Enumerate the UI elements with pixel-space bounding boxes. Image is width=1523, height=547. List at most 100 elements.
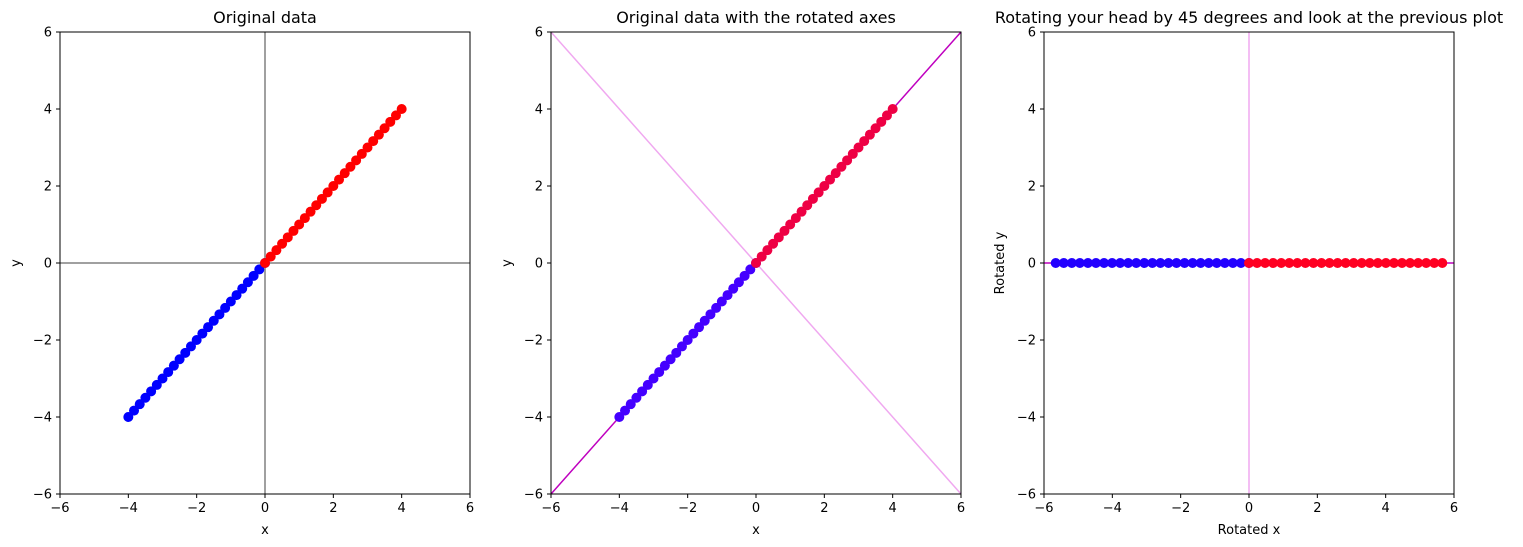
data-point-series-2 [305, 206, 316, 217]
data-point-series-1 [659, 360, 670, 371]
data-point-series-2 [299, 213, 310, 224]
data-point-series-1 [1203, 258, 1214, 268]
data-point-series-1 [1227, 258, 1238, 268]
data-point-series-1 [716, 296, 727, 307]
data-point-series-1 [1082, 258, 1093, 268]
data-point-series-2 [288, 225, 299, 236]
data-point-series-1 [1066, 258, 1077, 268]
data-point-series-2 [385, 116, 396, 127]
x-tick-label: −4 [1103, 501, 1122, 516]
data-point-series-2 [351, 155, 362, 166]
data-point-series-2 [277, 238, 288, 249]
data-point-series-1 [214, 309, 225, 320]
data-point-series-2 [362, 142, 373, 153]
data-point-series-2 [887, 104, 898, 114]
data-point-series-1 [1179, 258, 1190, 268]
y-tick-label: −4 [524, 411, 543, 426]
data-point-series-1 [231, 290, 242, 301]
data-point-series-2 [265, 251, 276, 262]
data-point-series-2 [790, 213, 801, 224]
data-point-series-2 [1284, 258, 1295, 268]
y-tick-label: 0 [1028, 257, 1036, 272]
data-point-series-2 [762, 245, 773, 256]
y-tick-label: −2 [33, 334, 52, 349]
data-point-series-1 [248, 270, 259, 281]
data-point-series-2 [1332, 258, 1343, 268]
data-point-series-2 [830, 168, 841, 179]
data-point-series-1 [1099, 258, 1110, 268]
data-point-series-1 [728, 283, 739, 294]
x-tick-label: 6 [1450, 501, 1458, 516]
data-point-series-2 [847, 148, 858, 159]
data-point-series-2 [1308, 258, 1319, 268]
data-point-series-1 [620, 405, 631, 416]
data-point-series-2 [1268, 258, 1279, 268]
data-point-series-2 [796, 206, 807, 217]
data-point-series-2 [1405, 258, 1416, 268]
data-point-series-2 [864, 129, 875, 140]
data-point-series-1 [151, 379, 162, 390]
x-tick-label: −6 [50, 501, 69, 516]
data-point-series-2 [836, 161, 847, 172]
data-point-series-1 [1187, 258, 1198, 268]
data-point-series-2 [756, 251, 767, 262]
data-point-series-2 [260, 258, 270, 268]
data-point-series-1 [682, 335, 693, 345]
y-tick-label: −4 [33, 411, 52, 426]
data-point-series-1 [237, 283, 248, 294]
data-point-series-2 [779, 225, 790, 236]
data-point-series-1 [208, 315, 219, 326]
data-point-series-1 [671, 347, 682, 358]
data-point-series-2 [1413, 258, 1424, 268]
y-tick-label: 6 [535, 26, 543, 41]
y-tick-label: 6 [1028, 26, 1036, 41]
data-point-series-2 [773, 232, 784, 243]
data-point-series-2 [311, 200, 322, 211]
data-point-series-1 [1090, 258, 1101, 268]
x-tick-label: 2 [820, 501, 828, 516]
data-point-series-2 [322, 187, 333, 198]
data-point-series-2 [396, 104, 407, 114]
data-point-series-1 [163, 367, 174, 378]
data-point-series-2 [1252, 258, 1263, 268]
data-point-series-2 [356, 148, 367, 159]
x-tick-label: 2 [1313, 501, 1321, 516]
data-point-series-1 [1195, 258, 1206, 268]
x-tick-label: −2 [187, 501, 206, 516]
data-point-series-2 [751, 258, 761, 268]
data-point-series-1 [642, 379, 653, 390]
data-point-series-2 [345, 161, 356, 172]
data-point-series-1 [705, 309, 716, 320]
data-point-series-1 [722, 290, 733, 301]
data-point-series-1 [1058, 258, 1069, 268]
data-point-series-1 [625, 399, 636, 410]
data-point-series-2 [1316, 258, 1327, 268]
data-point-series-1 [168, 360, 179, 371]
y-tick-label: −6 [1017, 488, 1036, 503]
x-axis-label: Rotated x [1218, 523, 1281, 538]
data-point-series-1 [665, 354, 676, 365]
chart-title: Original data with the rotated axes [616, 8, 896, 27]
data-point-series-1 [140, 392, 151, 403]
data-point-series-1 [1139, 258, 1150, 268]
x-axis-label: x [261, 523, 269, 538]
data-point-series-2 [368, 136, 379, 147]
data-point-series-2 [1340, 258, 1351, 268]
data-point-series-2 [819, 181, 830, 191]
data-point-series-1 [745, 264, 756, 275]
y-axis-label: y [500, 259, 515, 267]
data-point-series-2 [1300, 258, 1311, 268]
data-point-series-2 [1421, 258, 1432, 268]
data-point-series-1 [1147, 258, 1158, 268]
y-tick-label: 0 [44, 257, 52, 272]
data-point-series-2 [1356, 258, 1367, 268]
data-point-series-2 [859, 136, 870, 147]
data-point-series-2 [1324, 258, 1335, 268]
data-point-series-2 [1348, 258, 1359, 268]
data-point-series-2 [316, 193, 327, 204]
data-point-series-2 [1276, 258, 1287, 268]
chart-title: Original data [213, 8, 317, 27]
plot-area [551, 32, 961, 494]
data-point-series-2 [842, 155, 853, 166]
